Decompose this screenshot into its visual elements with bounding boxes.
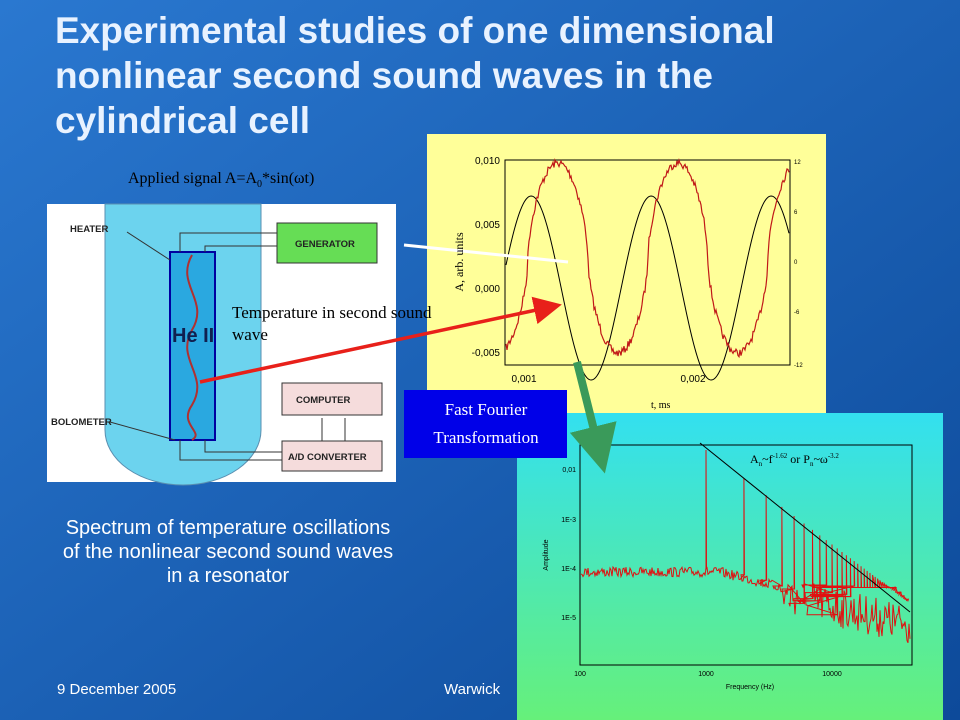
label: GENERATOR (295, 239, 355, 250)
axis-label: A, arb. units (452, 232, 466, 292)
footer-date: 9 December 2005 (57, 681, 177, 698)
caption: Spectrum of temperature oscillations of … (62, 517, 394, 587)
tick-label: 1E-3 (561, 517, 576, 524)
tick-label: 0,005 (475, 220, 500, 231)
tick-label: 0,002 (680, 374, 705, 385)
tick-label: 6 (794, 210, 798, 216)
title: Experimental studies of one dimensional … (55, 10, 775, 141)
signal-pointer (403, 243, 569, 264)
tick-label: 0,010 (475, 156, 500, 167)
fft-label: Fast Fourier Transformation (433, 400, 539, 447)
label: He II (172, 325, 214, 347)
signal-curves (505, 157, 790, 381)
tick-label: 1000 (698, 671, 714, 678)
tick-label: -6 (794, 310, 800, 316)
curve (505, 195, 790, 381)
tick-label: 1E-4 (561, 566, 576, 573)
applied-signal: Applied signal A=A0*sin(ωt) (128, 170, 314, 190)
tick-label: 12 (794, 160, 801, 166)
tick-label: -12 (794, 363, 803, 369)
axis-label: Amplitude (543, 539, 550, 570)
label: COMPUTER (296, 395, 351, 406)
tick-label: 0,001 (511, 374, 536, 385)
curve (505, 157, 790, 359)
label: A/D CONVERTER (288, 452, 367, 463)
tick-label: -0,005 (472, 348, 501, 359)
tick-label: 100 (574, 671, 586, 678)
axis-label: t, ms (651, 400, 671, 411)
tick-label: 0,000 (475, 284, 500, 295)
footer-place: Warwick (444, 681, 501, 698)
fft-arrow (569, 361, 617, 474)
axis-label: Frequency (Hz) (726, 684, 774, 691)
tick-label: 10000 (822, 671, 842, 678)
tick-label: 0,01 (562, 467, 576, 474)
temperature-arrow (199, 296, 562, 384)
label: BOLOMETER (51, 417, 112, 428)
tick-label: 1E-5 (561, 615, 576, 622)
curve (580, 449, 911, 644)
temperature-label: Temperature in second sound wave (232, 303, 432, 344)
label: HEATER (70, 224, 108, 235)
fft-box (404, 390, 567, 458)
spectrum-curves (580, 449, 911, 644)
tick-label: 0 (794, 260, 798, 266)
apparatus (47, 203, 396, 486)
spectrum-axes (579, 444, 913, 666)
power-law-line (699, 442, 911, 613)
formula: An~f-1.62 or Pn~ω-3.2 (750, 452, 839, 468)
signal-axes (504, 159, 791, 366)
signal-plot (427, 134, 826, 432)
